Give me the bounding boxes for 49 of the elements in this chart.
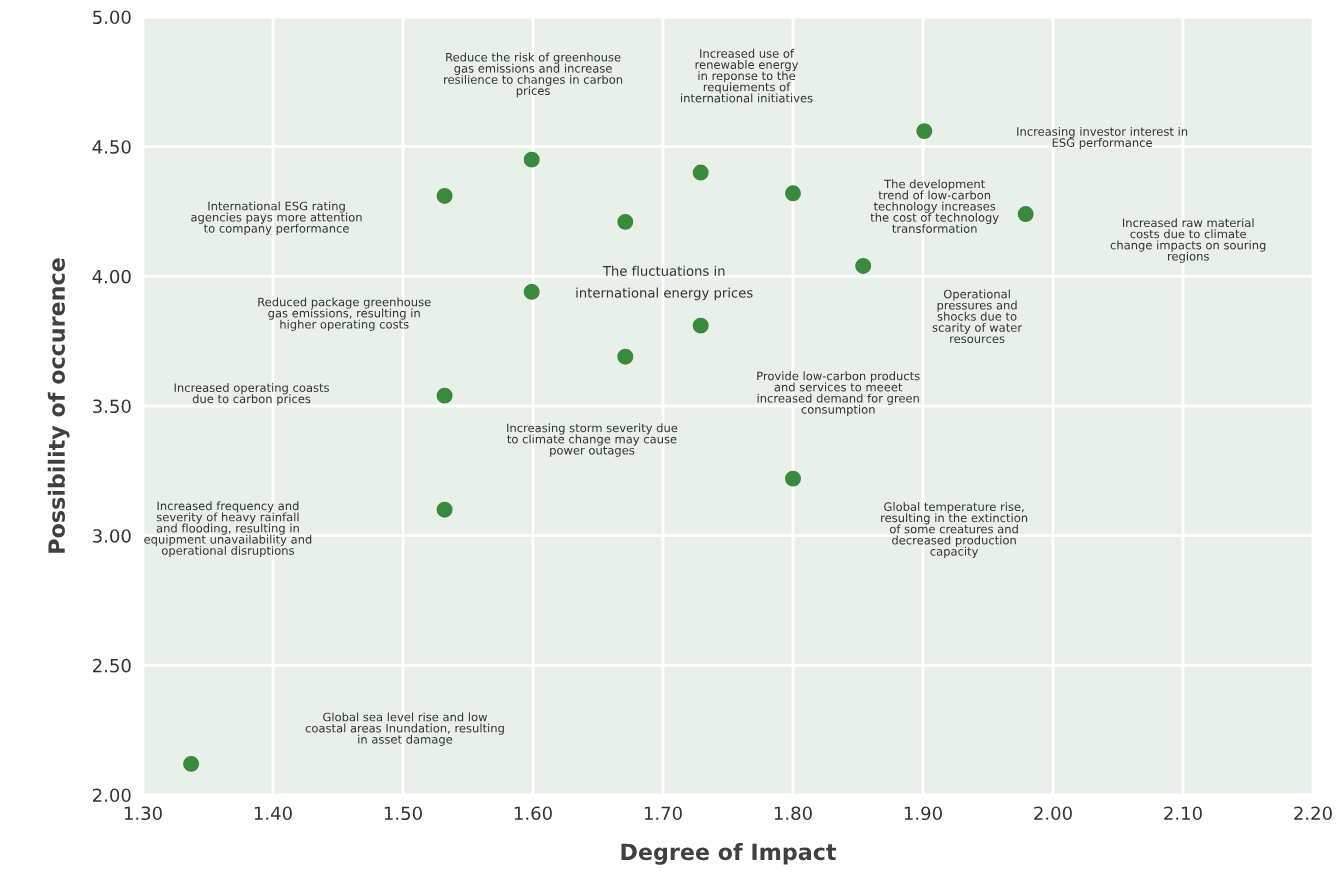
point xyxy=(785,185,801,202)
annotation: Provide low-carbon products and services to meeet increased demand for green consumption xyxy=(757,371,920,416)
y-tick-label: 3.00 xyxy=(93,529,131,543)
annotation: Increasing storm severity due to climate change may cause power outages xyxy=(507,423,678,457)
annotation: Increased use of renewable energy in reponse to the requiements of international initiatives xyxy=(681,48,813,103)
annotation: International ESG rating agencies pays more attention to company performance xyxy=(191,201,362,235)
x-tick-label: 1.30 xyxy=(124,806,162,821)
point xyxy=(436,501,453,518)
point xyxy=(785,470,801,487)
annotation: Increased frequency and severity of heavy rainfall and flooding, resulting in equipment unavailability and operational disruptions xyxy=(144,501,312,558)
annotation: Reduced package greenhouse gas emissions, resulting in higher operating costs xyxy=(258,297,431,331)
x-tick-label: 1.50 xyxy=(384,806,422,821)
x-tick-label: 1.90 xyxy=(904,806,942,821)
annotation: The development trend of low-carbon technology increases the cost of technology transformation xyxy=(870,179,999,233)
point xyxy=(523,151,540,168)
point xyxy=(617,348,634,365)
x-tick-label: 2.10 xyxy=(1164,806,1202,821)
point xyxy=(692,317,709,334)
annotation: Increased raw material costs due to climate change impacts on souring regions xyxy=(1110,218,1266,263)
y-tick-label: 3.50 xyxy=(93,399,131,414)
point xyxy=(523,283,540,300)
point xyxy=(855,257,872,274)
x-tick-label: 1.70 xyxy=(644,806,682,821)
x-tick-label: 1.80 xyxy=(774,806,812,821)
y-tick-label: 4.00 xyxy=(92,269,131,284)
x-tick-label: 2.00 xyxy=(1034,806,1072,821)
point xyxy=(916,123,933,140)
x-axis-title: Degree of Impact xyxy=(621,843,837,865)
annotation: Operational pressures and shocks due to scarity of water resources xyxy=(932,289,1023,344)
y-axis-title: Possibility of occurence xyxy=(47,258,70,553)
point xyxy=(1017,206,1034,223)
annotation: Increased operating coasts due to carbon prices xyxy=(174,383,329,406)
x-tick-label: 1.60 xyxy=(514,806,552,821)
point xyxy=(436,387,453,404)
annotation: Global temperature rise, resulting in the extinction of some creatures and decreased production capacity xyxy=(881,502,1028,558)
point xyxy=(617,213,634,230)
point xyxy=(183,755,200,772)
y-tick-label: 4.50 xyxy=(92,140,131,154)
point xyxy=(692,164,709,181)
y-tick-label: 2.00 xyxy=(93,788,131,803)
annotation: Global sea level rise and low coastal areas Inundation, resulting in asset damage xyxy=(305,712,504,746)
annotation: The fluctuations in international energy prices xyxy=(576,265,753,301)
x-tick-label: 2.20 xyxy=(1294,806,1332,821)
point xyxy=(436,187,453,204)
x-tick-label: 1.40 xyxy=(254,806,292,821)
annotation: Increasing investor interest in ESG performance xyxy=(1017,126,1188,150)
y-tick-label: 2.50 xyxy=(93,658,131,673)
y-tick-label: 5.00 xyxy=(93,10,131,25)
annotation: Reduce the risk of greenhouse gas emissions and increase resilience to changes in carbon prices xyxy=(444,52,623,98)
